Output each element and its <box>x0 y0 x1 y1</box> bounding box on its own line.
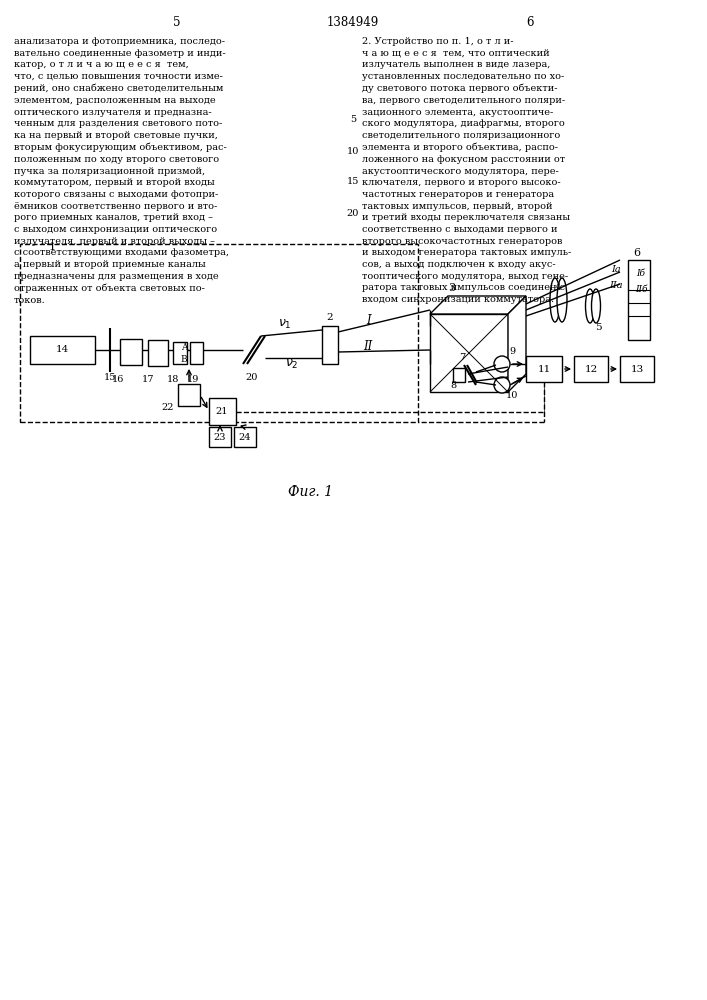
Text: Фиг. 1: Фиг. 1 <box>288 485 332 499</box>
Text: 3: 3 <box>448 283 455 293</box>
Ellipse shape <box>557 278 567 322</box>
Circle shape <box>494 356 510 372</box>
Text: 2. Устройство по п. 1, о т л и-
ч а ю щ е е с я  тем, что оптический
излучатель : 2. Устройство по п. 1, о т л и- ч а ю щ … <box>362 37 571 304</box>
Bar <box>30 336 95 364</box>
Bar <box>148 340 168 366</box>
Text: 20: 20 <box>347 209 359 218</box>
Text: 22: 22 <box>162 402 174 412</box>
Text: 5: 5 <box>595 324 602 332</box>
Polygon shape <box>430 296 526 314</box>
Circle shape <box>494 377 510 393</box>
Text: 16: 16 <box>112 374 124 383</box>
Text: 5: 5 <box>173 15 181 28</box>
Text: 15: 15 <box>104 373 116 382</box>
Bar <box>20 244 418 422</box>
Text: Iб: Iб <box>636 269 645 278</box>
Text: 11: 11 <box>537 364 551 373</box>
Text: 15: 15 <box>347 178 359 186</box>
Text: 5: 5 <box>350 115 356 124</box>
Text: 12: 12 <box>585 364 597 373</box>
Text: B: B <box>181 356 187 364</box>
Text: анализатора и фотоприемника, последо-
вательно соединенные фазометр и инди-
като: анализатора и фотоприемника, последо- ва… <box>14 37 229 305</box>
Bar <box>526 356 562 382</box>
Bar <box>173 342 187 364</box>
Text: 18: 18 <box>167 374 179 383</box>
Bar <box>190 342 203 364</box>
Bar <box>628 260 650 340</box>
Bar <box>430 314 508 392</box>
Text: 2: 2 <box>327 314 333 322</box>
Text: 4: 4 <box>555 284 561 292</box>
Text: 1: 1 <box>49 242 56 252</box>
Text: A: A <box>181 342 187 352</box>
Text: 14: 14 <box>55 346 69 355</box>
Bar <box>209 398 236 425</box>
Bar <box>322 326 338 364</box>
Bar <box>453 368 465 382</box>
Bar <box>234 427 256 447</box>
Text: $\nu_1$: $\nu_1$ <box>278 317 292 331</box>
Text: 13: 13 <box>631 364 643 373</box>
Text: IIб: IIб <box>635 286 647 294</box>
Bar <box>120 339 142 365</box>
Text: 19: 19 <box>187 374 199 383</box>
Text: I: I <box>366 314 370 326</box>
Text: 21: 21 <box>216 408 228 416</box>
Text: 8: 8 <box>450 381 456 390</box>
Text: 10: 10 <box>347 146 359 155</box>
Bar <box>620 356 654 382</box>
Text: II: II <box>363 340 373 353</box>
Ellipse shape <box>592 289 600 323</box>
Text: IIа: IIа <box>609 282 623 290</box>
Text: 7: 7 <box>459 353 465 361</box>
Text: 17: 17 <box>141 374 154 383</box>
Bar <box>209 427 231 447</box>
Ellipse shape <box>550 278 560 322</box>
Text: 10: 10 <box>506 391 518 400</box>
Text: Iа: Iа <box>611 265 621 274</box>
Ellipse shape <box>585 289 595 323</box>
Text: 1384949: 1384949 <box>327 15 379 28</box>
Text: 24: 24 <box>239 432 251 442</box>
Bar <box>574 356 608 382</box>
Text: 20: 20 <box>246 373 258 382</box>
Text: $\nu_2$: $\nu_2$ <box>285 357 299 371</box>
Polygon shape <box>508 296 526 392</box>
Bar <box>178 384 200 406</box>
Text: 6: 6 <box>526 15 534 28</box>
Text: 6: 6 <box>633 248 641 258</box>
Text: 23: 23 <box>214 432 226 442</box>
Text: 9: 9 <box>509 348 515 357</box>
